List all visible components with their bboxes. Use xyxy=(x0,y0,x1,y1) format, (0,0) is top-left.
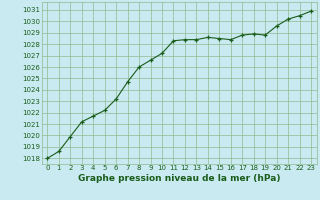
X-axis label: Graphe pression niveau de la mer (hPa): Graphe pression niveau de la mer (hPa) xyxy=(78,174,280,183)
